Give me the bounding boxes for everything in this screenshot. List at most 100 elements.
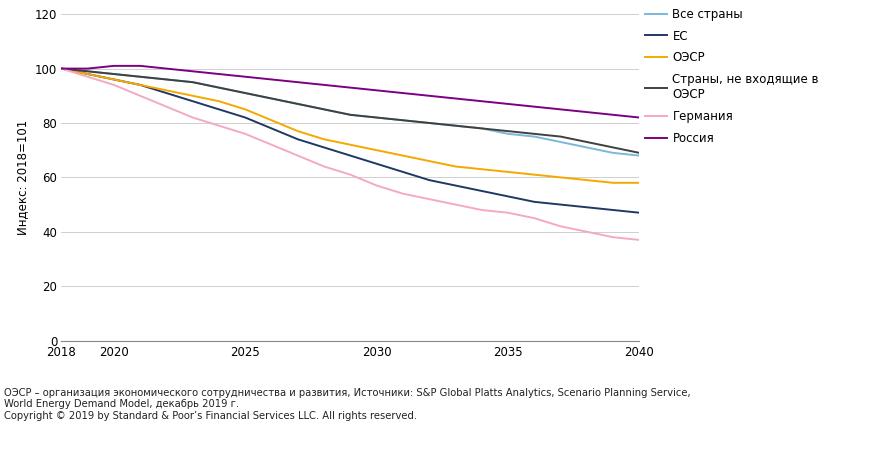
ОЭСР [503, 169, 513, 175]
Text: ОЭСР – организация экономического сотрудничества и развития, Источники: S&P Glob: ОЭСР – организация экономического сотруд… [4, 388, 691, 421]
ЕС [319, 145, 329, 150]
Германия [214, 123, 224, 129]
ОЭСР [56, 66, 67, 71]
ОЭСР [555, 175, 566, 180]
ОЭСР [161, 88, 172, 93]
Германия [555, 224, 566, 229]
Line: Россия: Россия [61, 66, 639, 118]
Все страны [319, 106, 329, 112]
ОЭСР [214, 98, 224, 104]
Германия [371, 183, 382, 188]
Россия [135, 63, 145, 69]
ОЭСР [371, 148, 382, 153]
Страны, не входящие в
ОЭСР [266, 96, 277, 101]
Страны, не входящие в
ОЭСР [319, 106, 329, 112]
Германия [187, 115, 198, 121]
Россия [187, 69, 198, 74]
Германия [266, 142, 277, 148]
Германия [477, 207, 487, 213]
ЕС [371, 161, 382, 166]
Страны, не входящие в
ОЭСР [293, 101, 303, 107]
ЕС [529, 199, 540, 205]
Все страны [109, 71, 119, 77]
ОЭСР [424, 158, 434, 164]
ЕС [345, 153, 356, 158]
Страны, не входящие в
ОЭСР [529, 131, 540, 137]
Все страны [56, 66, 67, 71]
Страны, не входящие в
ОЭСР [371, 115, 382, 121]
ЕС [555, 202, 566, 208]
Все страны [371, 115, 382, 121]
Все страны [82, 69, 93, 74]
Все страны [555, 139, 566, 145]
ЕС [266, 126, 277, 131]
Россия [634, 115, 645, 121]
Все страны [477, 126, 487, 131]
ЕС [109, 77, 119, 82]
Россия [240, 74, 251, 79]
Германия [240, 131, 251, 137]
ЕС [293, 137, 303, 142]
ОЭСР [135, 82, 145, 88]
Россия [529, 104, 540, 110]
Россия [371, 88, 382, 93]
ЕС [424, 177, 434, 183]
Все страны [634, 153, 645, 158]
Страны, не входящие в
ОЭСР [135, 74, 145, 79]
Страны, не входящие в
ОЭСР [477, 126, 487, 131]
Страны, не входящие в
ОЭСР [634, 150, 645, 156]
ОЭСР [266, 117, 277, 123]
ЕС [634, 210, 645, 216]
Германия [82, 74, 93, 79]
ЕС [161, 90, 172, 96]
Россия [214, 71, 224, 77]
Line: Все страны: Все страны [61, 69, 639, 156]
Россия [266, 77, 277, 82]
Line: ЕС: ЕС [61, 69, 639, 213]
Германия [56, 66, 67, 71]
Страны, не входящие в
ОЭСР [398, 117, 408, 123]
Страны, не входящие в
ОЭСР [450, 123, 461, 129]
ЕС [450, 183, 461, 188]
Россия [293, 79, 303, 85]
Германия [529, 215, 540, 221]
ОЭСР [529, 172, 540, 177]
Все страны [608, 150, 618, 156]
ЕС [82, 71, 93, 77]
ОЭСР [634, 180, 645, 185]
Россия [555, 106, 566, 112]
Все страны [582, 145, 592, 150]
Россия [450, 96, 461, 101]
Все страны [424, 120, 434, 126]
ЕС [135, 82, 145, 88]
Германия [135, 93, 145, 99]
Legend: Все страны, ЕС, ОЭСР, Страны, не входящие в
ОЭСР, Германия, Россия: Все страны, ЕС, ОЭСР, Страны, не входящи… [646, 8, 819, 145]
ОЭСР [608, 180, 618, 185]
Line: ОЭСР: ОЭСР [61, 69, 639, 183]
Россия [608, 112, 618, 118]
ЕС [56, 66, 67, 71]
Line: Германия: Германия [61, 69, 639, 240]
Германия [319, 164, 329, 169]
Страны, не входящие в
ОЭСР [582, 139, 592, 145]
Все страны [135, 74, 145, 79]
Россия [82, 66, 93, 71]
ОЭСР [240, 106, 251, 112]
Германия [161, 104, 172, 110]
Все страны [161, 77, 172, 82]
Германия [398, 191, 408, 197]
ЕС [187, 98, 198, 104]
Россия [345, 85, 356, 90]
ЕС [503, 193, 513, 199]
ЕС [240, 115, 251, 121]
ЕС [214, 106, 224, 112]
Россия [424, 93, 434, 99]
Страны, не входящие в
ОЭСР [214, 85, 224, 90]
Все страны [240, 90, 251, 96]
Все страны [529, 134, 540, 140]
Германия [109, 82, 119, 88]
Германия [345, 172, 356, 177]
Страны, не входящие в
ОЭСР [555, 134, 566, 140]
Россия [503, 101, 513, 107]
ЕС [582, 204, 592, 210]
